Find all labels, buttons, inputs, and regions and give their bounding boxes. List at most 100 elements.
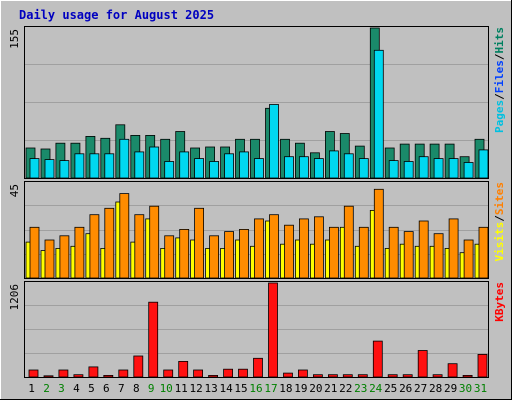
day-label: 11 bbox=[175, 382, 188, 395]
day-label: 17 bbox=[264, 382, 277, 395]
legend: Visits/Sites bbox=[493, 182, 506, 262]
bar-pages-7 bbox=[119, 138, 130, 179]
bar-kbytes-4 bbox=[73, 374, 84, 378]
bar-sites-30 bbox=[463, 239, 474, 279]
bar-kbytes-5 bbox=[88, 366, 99, 378]
bar-kbytes-30 bbox=[462, 374, 473, 378]
day-label: 18 bbox=[279, 382, 292, 395]
bar-pages-27 bbox=[418, 156, 429, 179]
bar-pages-12 bbox=[194, 158, 205, 179]
panel-3: 1206 KBytes bbox=[8, 281, 506, 378]
day-label: 3 bbox=[58, 382, 65, 395]
bar-pages-19 bbox=[298, 156, 309, 179]
day-label: 28 bbox=[429, 382, 442, 395]
day-label: 29 bbox=[444, 382, 457, 395]
bar-pages-25 bbox=[388, 160, 399, 179]
bar-sites-5 bbox=[89, 214, 100, 279]
legend-separator: / bbox=[493, 53, 506, 60]
day-label: 24 bbox=[369, 382, 383, 395]
day-label: 15 bbox=[234, 382, 247, 395]
bar-kbytes-12 bbox=[193, 369, 204, 378]
bar-kbytes-15 bbox=[238, 368, 248, 378]
bar-pages-21 bbox=[328, 150, 339, 179]
bar-kbytes-13 bbox=[208, 374, 219, 378]
bar-kbytes-17 bbox=[268, 282, 278, 378]
bar-sites-12 bbox=[194, 207, 205, 279]
day-label: 5 bbox=[88, 382, 95, 395]
bar-sites-21 bbox=[328, 226, 339, 279]
bar-pages-16 bbox=[254, 158, 264, 179]
legend: KBytes bbox=[493, 282, 506, 322]
bar-pages-23 bbox=[358, 158, 369, 179]
legend-hits: Hits bbox=[493, 27, 506, 54]
bar-sites-1 bbox=[29, 226, 40, 279]
day-label: 23 bbox=[354, 382, 367, 395]
bar-kbytes-26 bbox=[402, 374, 413, 378]
bar-kbytes-31 bbox=[477, 353, 488, 378]
bar-sites-22 bbox=[343, 205, 354, 279]
bar-sites-26 bbox=[403, 231, 414, 279]
bar-sites-2 bbox=[44, 239, 55, 279]
day-label: 4 bbox=[73, 382, 80, 395]
day-label: 25 bbox=[384, 382, 397, 395]
day-label: 12 bbox=[189, 382, 202, 395]
bar-kbytes-6 bbox=[103, 374, 114, 378]
day-label: 1 bbox=[28, 382, 35, 395]
bar-pages-22 bbox=[343, 153, 354, 179]
legend-sites: Sites bbox=[493, 182, 506, 215]
bar-kbytes-29 bbox=[447, 363, 458, 378]
day-label: 21 bbox=[324, 382, 337, 395]
bar-kbytes-21 bbox=[327, 374, 338, 378]
y-max-label: 1206 bbox=[8, 284, 21, 311]
bar-pages-3 bbox=[59, 160, 70, 179]
bar-kbytes-24 bbox=[372, 340, 383, 378]
day-label: 22 bbox=[339, 382, 352, 395]
day-label: 8 bbox=[133, 382, 140, 395]
bar-pages-29 bbox=[448, 158, 459, 179]
bar-sites-20 bbox=[313, 216, 324, 279]
day-label: 13 bbox=[204, 382, 217, 395]
bar-pages-28 bbox=[433, 158, 444, 179]
bar-sites-16 bbox=[254, 218, 264, 279]
bar-pages-8 bbox=[134, 151, 145, 179]
y-max-label: 155 bbox=[8, 29, 21, 49]
legend-separator: / bbox=[493, 93, 506, 100]
y-max-label: 45 bbox=[8, 184, 21, 197]
bar-sites-27 bbox=[418, 220, 429, 279]
bar-sites-10 bbox=[164, 235, 175, 279]
bar-sites-4 bbox=[74, 226, 85, 279]
bar-kbytes-1 bbox=[28, 369, 39, 378]
bar-sites-13 bbox=[209, 235, 220, 279]
bar-kbytes-3 bbox=[58, 369, 69, 378]
bars bbox=[28, 282, 488, 378]
bar-sites-7 bbox=[119, 193, 130, 279]
day-label: 9 bbox=[148, 382, 155, 395]
day-label: 26 bbox=[399, 382, 412, 395]
bar-pages-6 bbox=[104, 153, 115, 179]
bars bbox=[25, 27, 489, 179]
bar-kbytes-19 bbox=[297, 369, 308, 378]
bar-sites-25 bbox=[388, 226, 399, 279]
bar-sites-19 bbox=[298, 218, 309, 279]
bar-sites-14 bbox=[224, 231, 235, 279]
day-label: 2 bbox=[43, 382, 50, 395]
bar-kbytes-14 bbox=[223, 368, 234, 378]
legend-files: Files bbox=[493, 60, 506, 93]
bar-pages-9 bbox=[149, 146, 160, 179]
day-labels: 1 2 3 4 5 6 7 8 9 10 11 12 13 14 15 16 17 18 19 20 21 22 23 24 2… bbox=[28, 382, 487, 395]
legend-pages: Pages bbox=[493, 100, 506, 133]
day-label: 19 bbox=[294, 382, 307, 395]
bar-pages-30 bbox=[463, 162, 474, 179]
bar-sites-17 bbox=[269, 214, 279, 279]
bar-sites-18 bbox=[284, 224, 294, 279]
bar-sites-28 bbox=[433, 233, 444, 279]
legend-kbytes: KBytes bbox=[493, 282, 506, 322]
day-label: 27 bbox=[414, 382, 427, 395]
bar-pages-14 bbox=[224, 153, 235, 179]
bar-pages-31 bbox=[478, 149, 489, 179]
bar-sites-15 bbox=[239, 228, 249, 279]
bars bbox=[25, 188, 489, 279]
